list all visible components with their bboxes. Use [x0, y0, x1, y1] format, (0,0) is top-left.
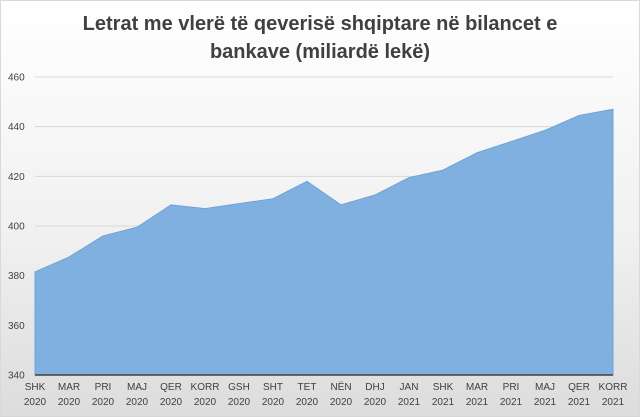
- x-tick-year-5: 2020: [194, 397, 217, 408]
- data-point-15: [544, 129, 546, 131]
- data-point-16: [578, 114, 580, 116]
- x-tick-month-10: DHJ: [365, 382, 384, 393]
- x-tick-month-13: MAR: [466, 382, 488, 393]
- data-point-9: [340, 204, 342, 206]
- y-axis-tick-labels: 340 360 380 400 420 440 460: [8, 73, 25, 382]
- x-axis-tick-labels: SHK 2020 MAR 2020 PRI 2020 MAJ 2020 QER 2020 KORR 2…: [24, 381, 628, 408]
- x-tick-year-0: 2020: [24, 397, 47, 408]
- x-tick-year-17: 2021: [602, 397, 625, 408]
- x-tick-year-9: 2020: [330, 397, 353, 408]
- x-tick-year-10: 2020: [364, 397, 387, 408]
- data-point-6: [238, 202, 240, 204]
- x-tick-year-4: 2020: [160, 397, 183, 408]
- x-tick-month-17: KORR: [599, 382, 628, 393]
- x-tick-year-2: 2020: [92, 397, 115, 408]
- x-tick-year-6: 2020: [228, 397, 251, 408]
- chart-title: Letrat me vlerë të qeverisë shqiptare në…: [0, 10, 640, 66]
- x-tick-month-2: PRI: [95, 382, 112, 393]
- x-tick-month-3: MAJ: [127, 382, 147, 393]
- chart-title-line-1: Letrat me vlerë të qeverisë shqiptare në…: [82, 13, 558, 35]
- y-tick-label-460: 460: [8, 73, 25, 84]
- data-point-4: [170, 204, 172, 206]
- data-point-1: [68, 256, 70, 258]
- x-tick-month-6: GSH: [228, 382, 250, 393]
- y-tick-label-440: 440: [8, 122, 25, 133]
- x-tick-year-15: 2021: [534, 397, 557, 408]
- y-tick-label-400: 400: [8, 222, 25, 233]
- x-tick-year-3: 2020: [126, 397, 149, 408]
- data-point-13: [476, 152, 478, 154]
- x-tick-month-14: PRI: [503, 382, 520, 393]
- y-tick-label-360: 360: [8, 321, 25, 332]
- data-point-14: [510, 140, 512, 142]
- x-tick-month-5: KORR: [191, 382, 220, 393]
- x-tick-year-16: 2021: [568, 397, 591, 408]
- data-point-7: [272, 197, 274, 199]
- y-tick-label-380: 380: [8, 271, 25, 282]
- chart-title-line-2: bankave (miliardë lekë): [209, 41, 431, 63]
- x-tick-year-12: 2021: [432, 397, 455, 408]
- area-fill: [34, 108, 614, 376]
- x-tick-year-8: 2020: [296, 397, 319, 408]
- data-point-11: [408, 176, 410, 178]
- x-tick-month-1: MAR: [58, 382, 80, 393]
- data-point-17: [612, 108, 614, 110]
- x-tick-month-4: QER: [160, 382, 182, 393]
- x-tick-year-13: 2021: [466, 397, 489, 408]
- x-tick-month-9: NËN: [330, 381, 351, 393]
- x-tick-year-1: 2020: [58, 397, 81, 408]
- data-point-10: [374, 194, 376, 196]
- data-point-0: [34, 271, 36, 273]
- x-tick-month-8: TET: [298, 382, 317, 393]
- x-tick-year-14: 2021: [500, 397, 523, 408]
- data-point-12: [442, 169, 444, 171]
- data-point-8: [306, 180, 308, 182]
- data-point-2: [102, 235, 104, 237]
- data-point-3: [136, 226, 138, 228]
- x-tick-month-15: MAJ: [535, 382, 555, 393]
- data-point-5: [204, 207, 206, 209]
- x-tick-year-7: 2020: [262, 397, 285, 408]
- y-tick-label-340: 340: [8, 371, 25, 382]
- x-tick-month-11: JAN: [400, 382, 419, 393]
- y-tick-label-420: 420: [8, 172, 25, 183]
- x-tick-month-16: QER: [568, 382, 590, 393]
- x-tick-year-11: 2021: [398, 397, 421, 408]
- x-tick-month-7: SHT: [263, 382, 283, 393]
- x-tick-month-12: SHK: [433, 382, 454, 393]
- x-tick-month-0: SHK: [25, 382, 46, 393]
- area-series: [34, 108, 614, 376]
